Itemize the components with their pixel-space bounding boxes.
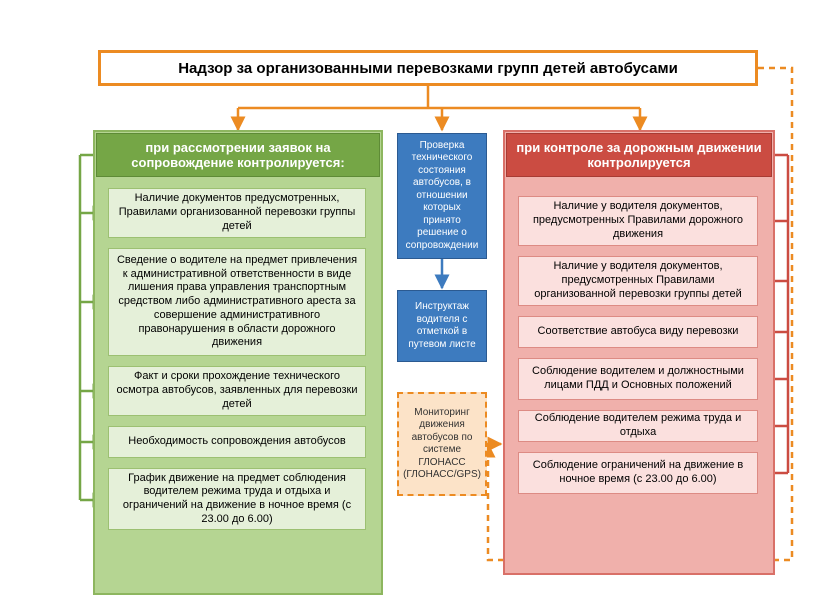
main-title: Надзор за организованными перевозками гр… [98, 50, 758, 86]
red-item: Наличие у водителя документов, предусмот… [518, 256, 758, 306]
green-item: Сведение о водителе на предмет привлечен… [108, 248, 366, 356]
green-header: при рассмотрении заявок на сопровождение… [96, 133, 380, 177]
red-item: Соблюдение водителем и должностными лица… [518, 358, 758, 400]
red-item: Соблюдение ограничений на движение в ноч… [518, 452, 758, 494]
monitoring-box: Мониторинг движения автобусов по системе… [397, 392, 487, 496]
red-item: Наличие у водителя документов, предусмот… [518, 196, 758, 246]
red-item: Соблюдение водителем режима труда и отды… [518, 410, 758, 442]
red-item: Соответствие автобуса виду перевозки [518, 316, 758, 348]
red-header: при контроле за дорожным движении контро… [506, 133, 772, 177]
green-item: Наличие документов предусмотренных, Прав… [108, 188, 366, 238]
blue-box: Инструктаж водителя с отметкой в путевом… [397, 290, 487, 362]
green-item: График движение на предмет соблюдения во… [108, 468, 366, 530]
green-item: Необходимость сопровождения автобусов [108, 426, 366, 458]
green-item: Факт и сроки прохождение технического ос… [108, 366, 366, 416]
blue-box: Проверка технического состояния автобусо… [397, 133, 487, 259]
